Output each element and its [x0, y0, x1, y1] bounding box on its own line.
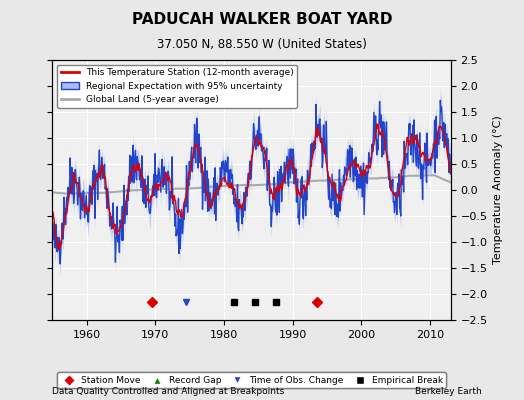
Text: 37.050 N, 88.550 W (United States): 37.050 N, 88.550 W (United States)	[157, 38, 367, 51]
Text: Data Quality Controlled and Aligned at Breakpoints: Data Quality Controlled and Aligned at B…	[52, 387, 285, 396]
Y-axis label: Temperature Anomaly (°C): Temperature Anomaly (°C)	[493, 116, 503, 264]
Text: Berkeley Earth: Berkeley Earth	[416, 387, 482, 396]
Text: PADUCAH WALKER BOAT YARD: PADUCAH WALKER BOAT YARD	[132, 12, 392, 27]
Legend: Station Move, Record Gap, Time of Obs. Change, Empirical Break: Station Move, Record Gap, Time of Obs. C…	[57, 372, 446, 388]
